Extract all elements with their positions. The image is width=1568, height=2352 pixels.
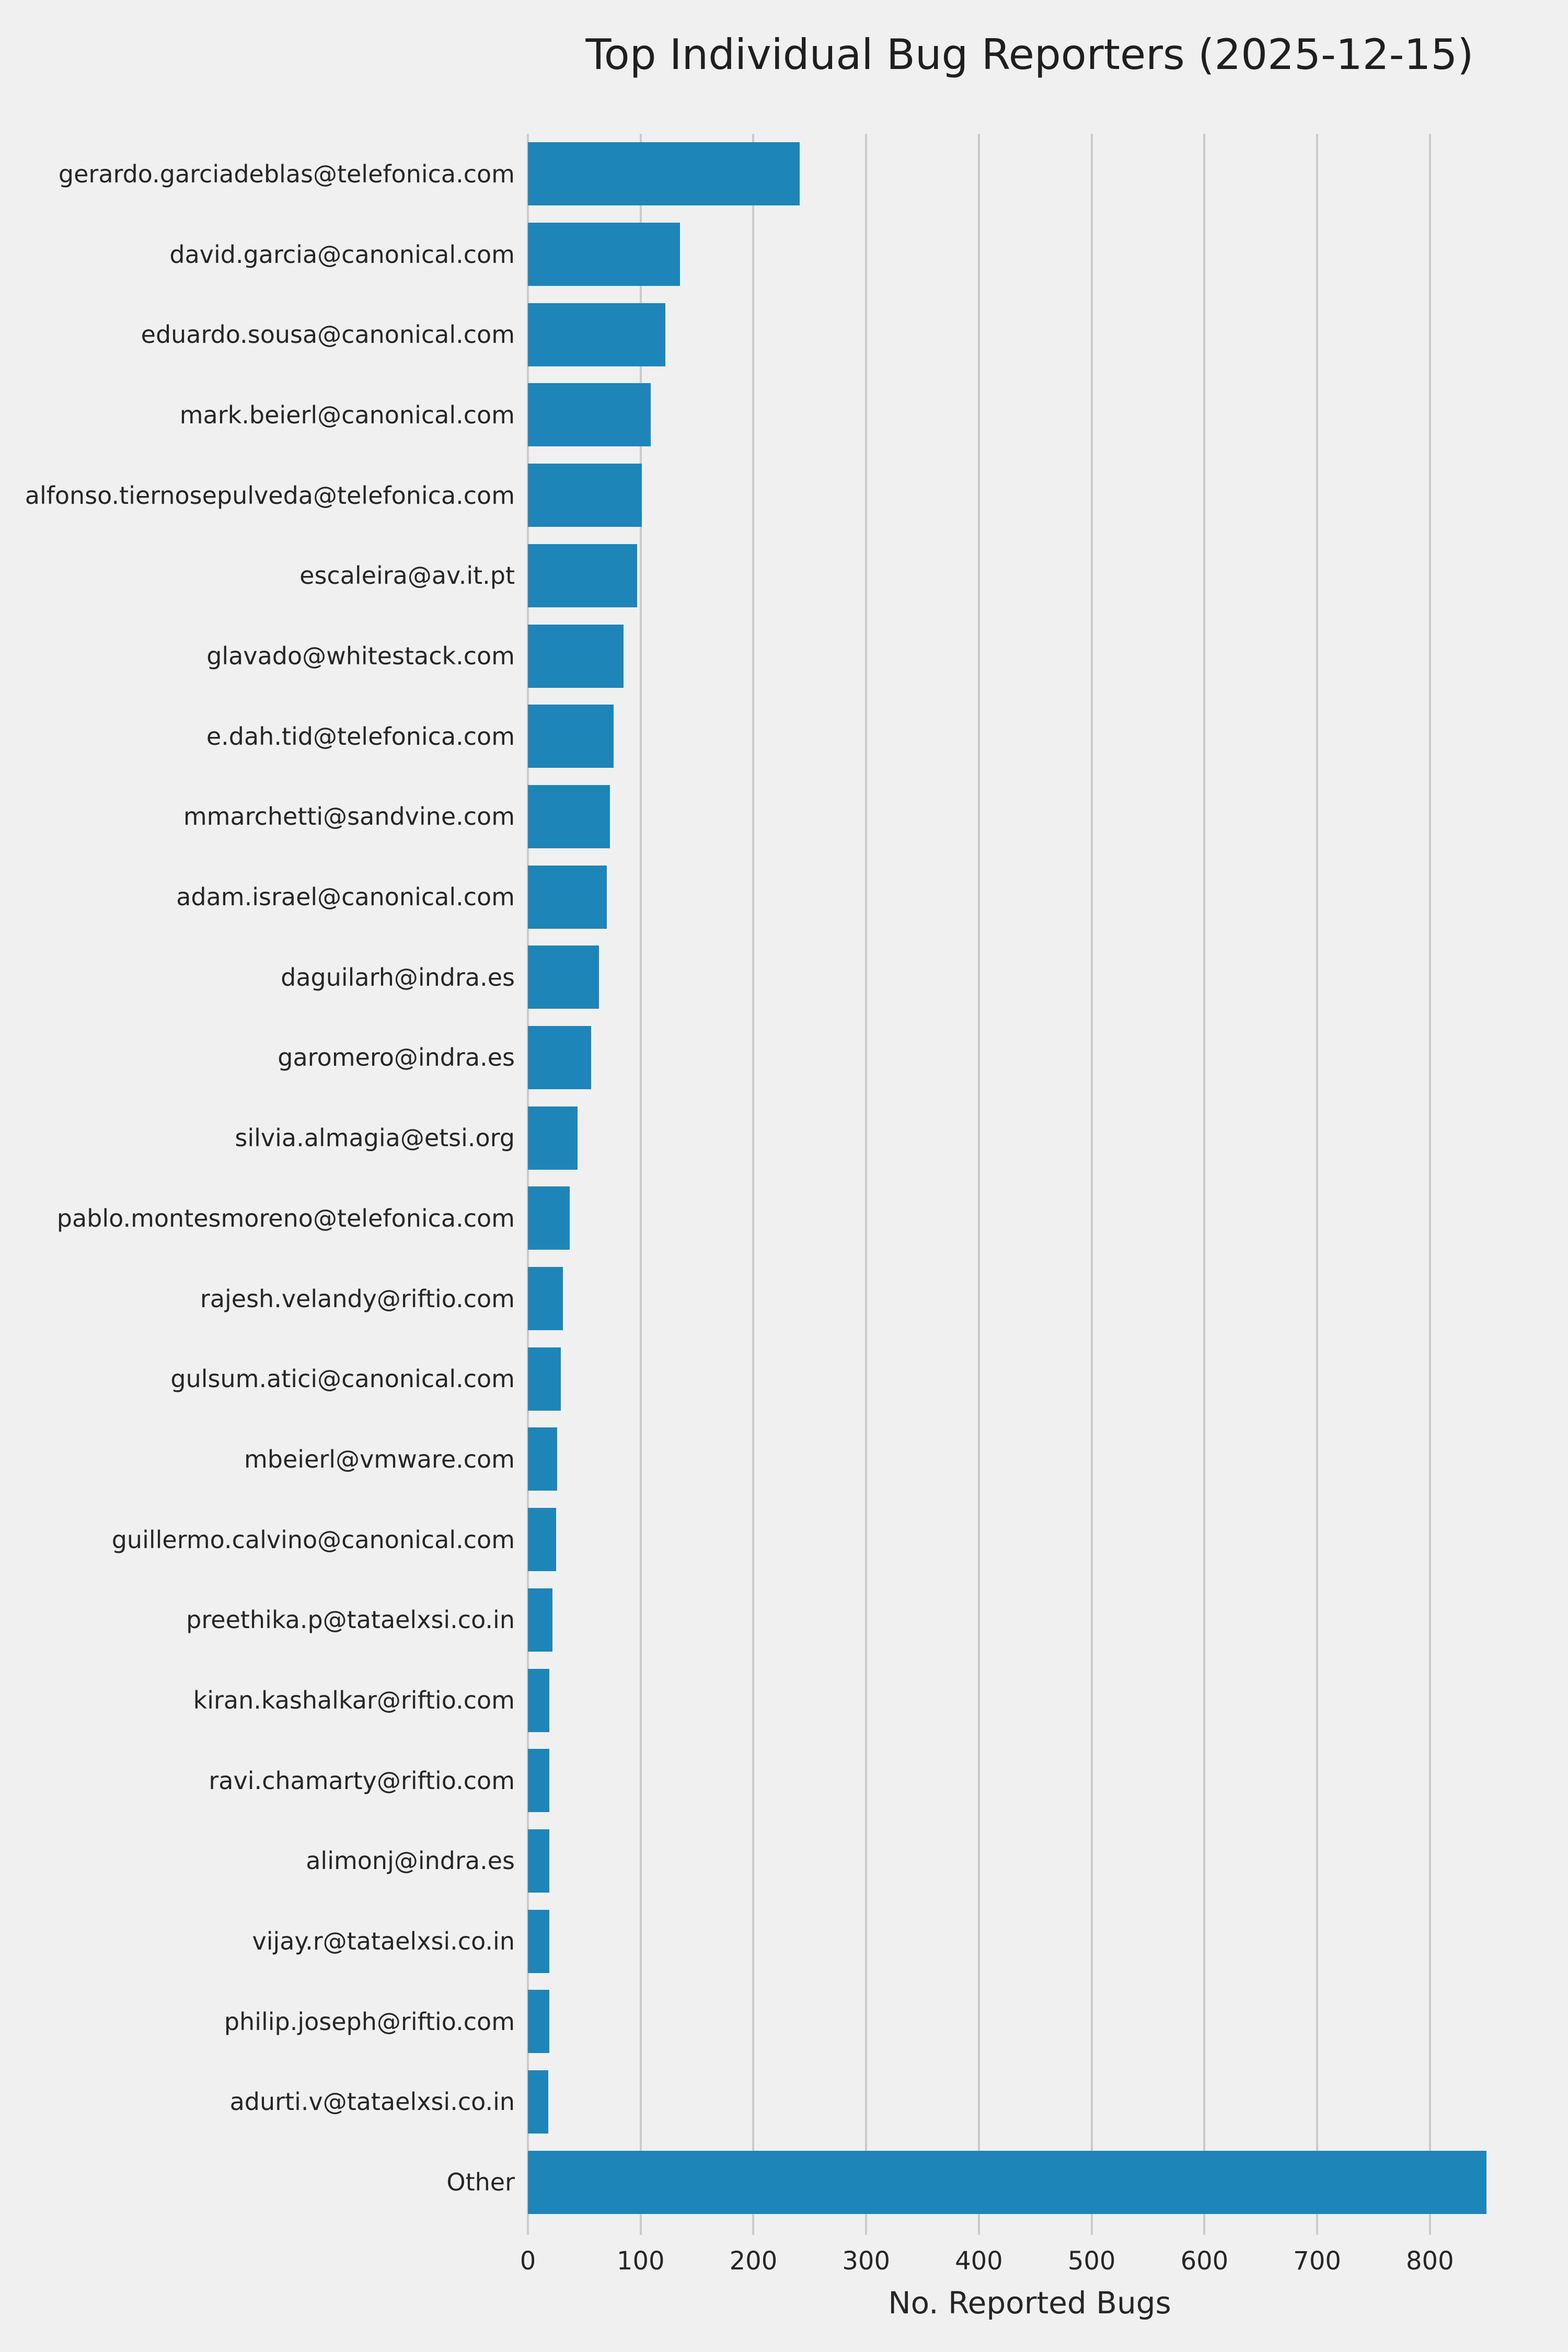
x-tick-mark-100 xyxy=(639,2222,642,2235)
x-tick-mark-300 xyxy=(865,2222,868,2235)
bar-rajesh.velandy@riftio.com xyxy=(528,1267,563,1331)
y-tick-label: adurti.v@tataelxsi.co.in xyxy=(229,2088,515,2116)
x-tick-label-700: 700 xyxy=(1293,2246,1341,2276)
y-tick-label: vijay.r@tataelxsi.co.in xyxy=(252,1927,515,1956)
gridline-x-600 xyxy=(1203,134,1206,2222)
y-tick-label: daguilarh@indra.es xyxy=(281,963,515,991)
x-tick-mark-200 xyxy=(752,2222,755,2235)
x-tick-mark-800 xyxy=(1428,2222,1431,2235)
gridline-x-200 xyxy=(752,134,755,2222)
x-tick-mark-400 xyxy=(977,2222,980,2235)
bar-gerardo.garciadeblas@telefonica.com xyxy=(528,142,800,206)
bar-mbeierl@vmware.com xyxy=(528,1427,558,1491)
y-tick-label: mbeierl@vmware.com xyxy=(244,1445,515,1473)
y-tick-label: mark.beierl@canonical.com xyxy=(179,400,515,429)
bar-vijay.r@tataelxsi.co.in xyxy=(528,1909,549,1973)
y-tick-label: adam.israel@canonical.com xyxy=(176,883,515,912)
y-tick-label: ravi.chamarty@riftio.com xyxy=(209,1766,515,1795)
y-tick-label: kiran.kashalkar@riftio.com xyxy=(193,1686,515,1714)
y-tick-label: eduardo.sousa@canonical.com xyxy=(141,320,515,349)
bar-ravi.chamarty@riftio.com xyxy=(528,1749,549,1813)
gridline-x-400 xyxy=(977,134,980,2222)
bar-garomero@indra.es xyxy=(528,1025,591,1089)
x-tick-mark-600 xyxy=(1203,2222,1206,2235)
y-tick-label: alfonso.tiernosepulveda@telefonica.com xyxy=(25,481,515,510)
x-tick-mark-500 xyxy=(1090,2222,1093,2235)
x-tick-label-500: 500 xyxy=(1067,2246,1116,2276)
x-tick-label-300: 300 xyxy=(842,2246,890,2276)
y-tick-label: alimonj@indra.es xyxy=(306,1847,515,1875)
gridline-x-700 xyxy=(1316,134,1319,2222)
bar-escaleira@av.it.pt xyxy=(528,544,638,607)
gridline-x-100 xyxy=(639,134,642,2222)
y-tick-label: guillermo.calvino@canonical.com xyxy=(111,1525,515,1554)
y-tick-label: preethika.p@tataelxsi.co.in xyxy=(186,1606,515,1634)
x-axis-label: No. Reported Bugs xyxy=(888,2285,1171,2321)
bar-philip.joseph@riftio.com xyxy=(528,1990,549,2054)
bar-glavado@whitestack.com xyxy=(528,624,624,688)
chart-title: Top Individual Bug Reporters (2025-12-15… xyxy=(585,30,1474,79)
bar-e.dah.tid@telefonica.com xyxy=(528,705,614,768)
bar-Other xyxy=(528,2150,1486,2214)
x-tick-mark-700 xyxy=(1316,2222,1319,2235)
bar-preethika.p@tataelxsi.co.in xyxy=(528,1588,553,1652)
y-tick-label: garomero@indra.es xyxy=(278,1043,515,1072)
gridline-x-800 xyxy=(1428,134,1431,2222)
y-tick-label: silvia.almagia@etsi.org xyxy=(235,1124,515,1152)
bar-kiran.kashalkar@riftio.com xyxy=(528,1668,549,1732)
bar-guillermo.calvino@canonical.com xyxy=(528,1508,556,1572)
plot-area xyxy=(527,134,1531,2222)
bar-alimonj@indra.es xyxy=(528,1829,549,1893)
y-tick-label: pablo.montesmoreno@telefonica.com xyxy=(56,1204,515,1232)
y-tick-label: Other xyxy=(446,2168,515,2197)
x-tick-label-100: 100 xyxy=(616,2246,665,2276)
y-tick-label: philip.joseph@riftio.com xyxy=(224,2007,515,2036)
x-tick-label-800: 800 xyxy=(1406,2246,1454,2276)
y-tick-label: david.garcia@canonical.com xyxy=(169,240,515,269)
y-tick-label: gerardo.garciadeblas@telefonica.com xyxy=(58,159,515,188)
y-tick-label: gulsum.atici@canonical.com xyxy=(170,1365,515,1393)
y-tick-label: escaleira@av.it.pt xyxy=(299,561,515,590)
bar-adurti.v@tataelxsi.co.in xyxy=(528,2070,548,2134)
bar-alfonso.tiernosepulveda@telefonica.com xyxy=(528,464,642,527)
bar-mark.beierl@canonical.com xyxy=(528,383,651,447)
x-tick-label-400: 400 xyxy=(955,2246,1003,2276)
bar-adam.israel@canonical.com xyxy=(528,865,607,929)
gridline-x-0 xyxy=(527,134,529,2222)
bar-silvia.almagia@etsi.org xyxy=(528,1106,578,1170)
bar-daguilarh@indra.es xyxy=(528,946,599,1009)
y-tick-label: rajesh.velandy@riftio.com xyxy=(200,1284,515,1313)
bar-pablo.montesmoreno@telefonica.com xyxy=(528,1186,570,1250)
y-tick-label: glavado@whitestack.com xyxy=(206,641,515,670)
x-tick-label-600: 600 xyxy=(1180,2246,1229,2276)
bar-gulsum.atici@canonical.com xyxy=(528,1347,561,1411)
x-tick-mark-0 xyxy=(527,2222,529,2235)
bar-david.garcia@canonical.com xyxy=(528,223,681,286)
bar-eduardo.sousa@canonical.com xyxy=(528,303,666,366)
gridline-x-500 xyxy=(1090,134,1093,2222)
bar-mmarchetti@sandvine.com xyxy=(528,785,610,848)
x-tick-label-200: 200 xyxy=(729,2246,778,2276)
gridline-x-300 xyxy=(865,134,868,2222)
y-tick-label: e.dah.tid@telefonica.com xyxy=(206,722,515,751)
y-tick-label: mmarchetti@sandvine.com xyxy=(183,802,515,831)
x-tick-label-0: 0 xyxy=(520,2246,536,2276)
